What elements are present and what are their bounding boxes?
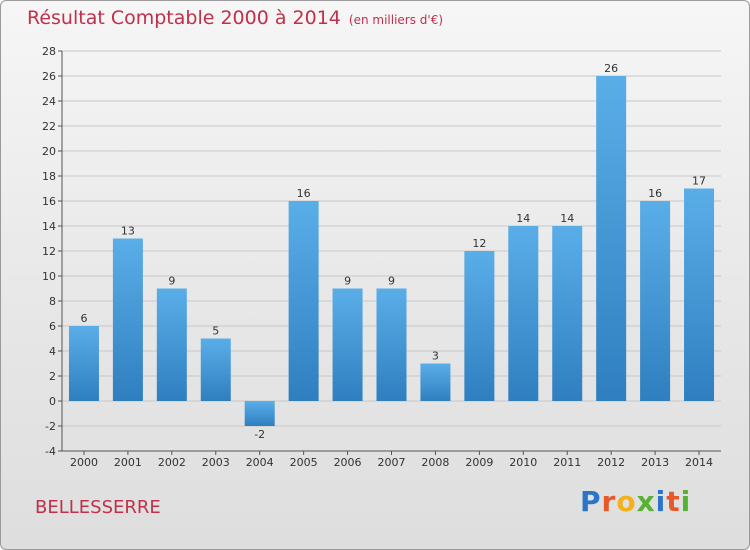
value-label-2014: 17 bbox=[692, 175, 706, 188]
x-tick-label-2006: 2006 bbox=[334, 456, 362, 469]
logo-letter: x bbox=[636, 485, 656, 518]
bar-2003 bbox=[200, 338, 231, 401]
bar-2013 bbox=[640, 201, 671, 401]
y-tick-label: 6 bbox=[49, 320, 56, 333]
x-tick-label-2012: 2012 bbox=[597, 456, 625, 469]
value-label-2002: 9 bbox=[168, 275, 175, 288]
logo-letter: P bbox=[580, 485, 602, 518]
value-label-2000: 6 bbox=[80, 312, 87, 325]
x-tick-label-2001: 2001 bbox=[114, 456, 142, 469]
logo-letter: o bbox=[616, 485, 637, 518]
value-label-2001: 13 bbox=[121, 225, 135, 238]
bar-2000 bbox=[68, 326, 99, 401]
x-tick-label-2008: 2008 bbox=[421, 456, 449, 469]
labels: -4-2024681012141618202224262862000132001… bbox=[42, 45, 713, 469]
x-tick-label-2011: 2011 bbox=[553, 456, 581, 469]
x-tick-label-2009: 2009 bbox=[465, 456, 493, 469]
bar-2012 bbox=[596, 76, 627, 401]
bar-2008 bbox=[420, 363, 451, 401]
x-tick-label-2005: 2005 bbox=[290, 456, 318, 469]
logo-letter: i bbox=[655, 485, 667, 518]
chart-title: Résultat Comptable 2000 à 2014 (en millie… bbox=[27, 7, 444, 29]
y-tick-label: 24 bbox=[42, 95, 56, 108]
value-label-2004: -2 bbox=[254, 428, 265, 441]
value-label-2010: 14 bbox=[516, 212, 530, 225]
value-label-2006: 9 bbox=[344, 275, 351, 288]
bar-2009 bbox=[464, 251, 495, 401]
y-tick-label: 0 bbox=[49, 395, 56, 408]
y-tick-label: 16 bbox=[42, 195, 56, 208]
bar-2001 bbox=[112, 238, 143, 401]
y-tick-label: 2 bbox=[49, 370, 56, 383]
x-tick-label-2010: 2010 bbox=[509, 456, 537, 469]
y-tick-label: 8 bbox=[49, 295, 56, 308]
value-label-2003: 5 bbox=[212, 325, 219, 338]
y-tick-label: 22 bbox=[42, 120, 56, 133]
bars bbox=[68, 76, 715, 426]
bar-2011 bbox=[552, 226, 583, 401]
value-label-2011: 14 bbox=[560, 212, 574, 225]
y-tick-label: 10 bbox=[42, 270, 56, 283]
bar-2004 bbox=[244, 401, 275, 426]
value-label-2012: 26 bbox=[604, 62, 618, 75]
bar-2014 bbox=[684, 188, 715, 401]
y-tick-label: 4 bbox=[49, 345, 56, 358]
y-tick-label: 12 bbox=[42, 245, 56, 258]
value-label-2009: 12 bbox=[472, 237, 486, 250]
axes bbox=[58, 50, 721, 455]
x-tick-label-2003: 2003 bbox=[202, 456, 230, 469]
value-label-2007: 9 bbox=[388, 275, 395, 288]
x-tick-label-2002: 2002 bbox=[158, 456, 186, 469]
x-tick-label-2000: 2000 bbox=[70, 456, 98, 469]
y-tick-label: 18 bbox=[42, 170, 56, 183]
x-tick-label-2007: 2007 bbox=[378, 456, 406, 469]
bar-2006 bbox=[332, 288, 363, 401]
proxiti-logo: Proxiti bbox=[580, 485, 691, 518]
y-tick-label: -2 bbox=[45, 420, 56, 433]
place-name: BELLESSERRE bbox=[35, 497, 161, 518]
y-tick-label: 14 bbox=[42, 220, 56, 233]
logo-letter: t bbox=[666, 485, 681, 518]
logo-letter: r bbox=[601, 485, 617, 518]
bar-2007 bbox=[376, 288, 407, 401]
value-label-2013: 16 bbox=[648, 187, 662, 200]
bar-2010 bbox=[508, 226, 539, 401]
y-tick-label: 26 bbox=[42, 70, 56, 83]
y-tick-label: 28 bbox=[42, 45, 56, 58]
x-tick-label-2013: 2013 bbox=[641, 456, 669, 469]
y-tick-label: -4 bbox=[45, 445, 56, 458]
chart-subtitle: (en milliers d'€) bbox=[348, 13, 444, 27]
y-tick-label: 20 bbox=[42, 145, 56, 158]
logo-letter: i bbox=[680, 485, 692, 518]
x-tick-label-2014: 2014 bbox=[685, 456, 713, 469]
x-tick-label-2004: 2004 bbox=[246, 456, 274, 469]
bar-2005 bbox=[288, 201, 319, 401]
value-label-2005: 16 bbox=[297, 187, 311, 200]
value-label-2008: 3 bbox=[432, 350, 439, 363]
bar-2002 bbox=[156, 288, 187, 401]
